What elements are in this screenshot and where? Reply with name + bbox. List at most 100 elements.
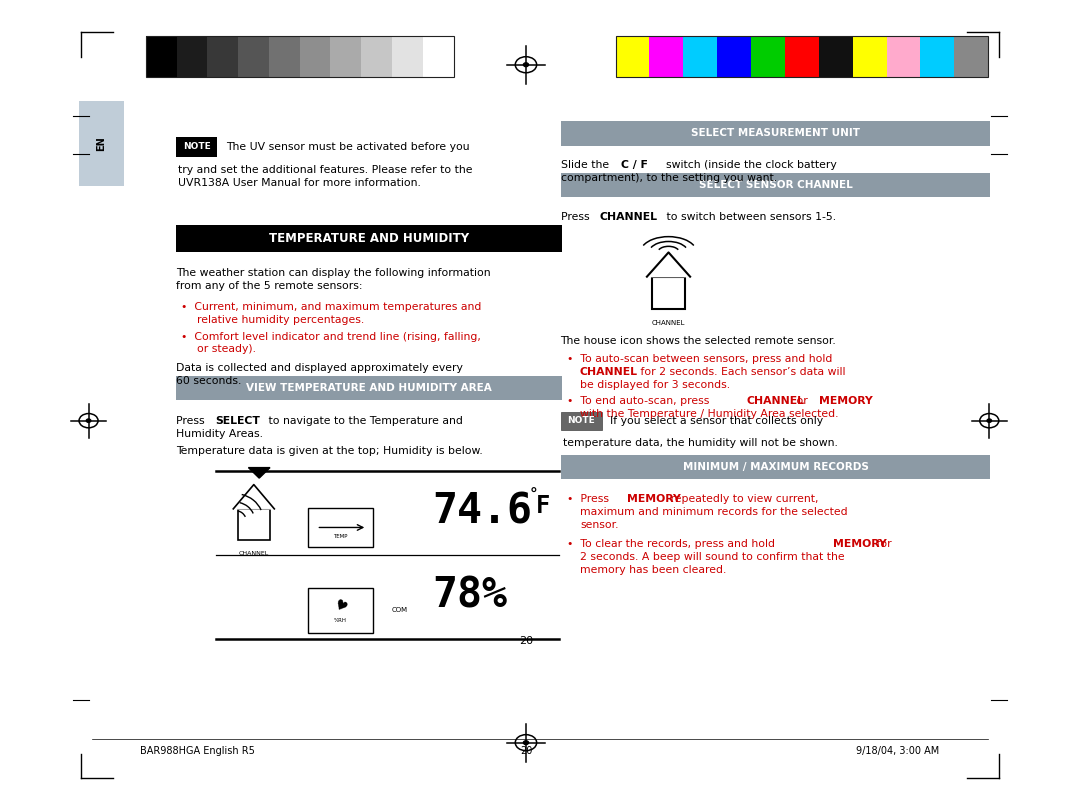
Bar <box>330 36 362 77</box>
Text: MINIMUM / MAXIMUM RECORDS: MINIMUM / MAXIMUM RECORDS <box>683 462 868 472</box>
Polygon shape <box>647 252 690 277</box>
Text: 60 seconds.: 60 seconds. <box>176 376 242 386</box>
Bar <box>308 588 373 633</box>
Bar <box>146 36 454 77</box>
Bar <box>561 455 990 479</box>
Text: %RH: %RH <box>334 618 347 623</box>
Text: Press: Press <box>561 212 593 222</box>
Bar <box>561 173 990 197</box>
Text: NOTE: NOTE <box>183 142 211 151</box>
Text: for: for <box>873 539 891 549</box>
Text: •  Current, minimum, and maximum temperatures and: • Current, minimum, and maximum temperat… <box>181 303 482 312</box>
Bar <box>751 36 785 77</box>
Text: relative humidity percentages.: relative humidity percentages. <box>197 316 364 325</box>
Text: Data is collected and displayed approximately every: Data is collected and displayed approxim… <box>176 363 463 373</box>
Text: The house icon shows the selected remote sensor.: The house icon shows the selected remote… <box>561 337 836 346</box>
Text: •  To auto-scan between sensors, press and hold: • To auto-scan between sensors, press an… <box>567 354 833 364</box>
Text: compartment), to the setting you want.: compartment), to the setting you want. <box>561 173 777 183</box>
Text: TEMPERATURE AND HUMIDITY: TEMPERATURE AND HUMIDITY <box>269 232 469 245</box>
Text: VIEW TEMPERATURE AND HUMIDITY AREA: VIEW TEMPERATURE AND HUMIDITY AREA <box>246 383 491 393</box>
Bar <box>176 376 562 400</box>
Text: SELECT: SELECT <box>215 416 260 426</box>
Bar <box>362 36 392 77</box>
Bar <box>207 36 239 77</box>
Text: BAR988HGA English R5: BAR988HGA English R5 <box>140 746 255 756</box>
Text: maximum and minimum records for the selected: maximum and minimum records for the sele… <box>580 507 848 517</box>
Text: Humidity Areas.: Humidity Areas. <box>176 429 264 438</box>
Bar <box>955 36 988 77</box>
Bar <box>269 36 300 77</box>
Text: CHANNEL: CHANNEL <box>651 320 686 326</box>
Circle shape <box>987 419 991 422</box>
Bar <box>652 277 685 309</box>
Text: CHANNEL: CHANNEL <box>746 396 805 406</box>
Text: SELECT MEASUREMENT UNIT: SELECT MEASUREMENT UNIT <box>691 129 860 138</box>
Text: NOTE: NOTE <box>567 416 595 426</box>
Text: temperature data, the humidity will not be shown.: temperature data, the humidity will not … <box>563 438 838 447</box>
Bar <box>177 36 207 77</box>
Bar <box>853 36 887 77</box>
Bar <box>920 36 955 77</box>
Bar <box>819 36 853 77</box>
Text: Press: Press <box>176 416 208 426</box>
Text: If you select a sensor that collects only: If you select a sensor that collects onl… <box>610 416 823 426</box>
Text: Temperature data is given at the top; Humidity is below.: Temperature data is given at the top; Hu… <box>176 447 483 456</box>
Text: The weather station can display the following information: The weather station can display the foll… <box>176 269 490 278</box>
Bar <box>616 36 649 77</box>
Text: 20: 20 <box>518 636 534 646</box>
Text: 74.6: 74.6 <box>432 490 532 532</box>
Text: •  Comfort level indicator and trend line (rising, falling,: • Comfort level indicator and trend line… <box>181 332 482 341</box>
Circle shape <box>524 741 528 744</box>
Text: Slide the: Slide the <box>561 160 616 170</box>
Polygon shape <box>248 468 270 478</box>
Text: CHANNEL: CHANNEL <box>580 367 638 377</box>
Text: 9/18/04, 3:00 AM: 9/18/04, 3:00 AM <box>856 746 940 756</box>
Text: COM: COM <box>392 608 408 613</box>
Text: •  To clear the records, press and hold: • To clear the records, press and hold <box>567 539 779 549</box>
Bar <box>300 36 330 77</box>
Bar <box>308 508 373 547</box>
Text: try and set the additional features. Please refer to the: try and set the additional features. Ple… <box>178 165 473 175</box>
Text: or steady).: or steady). <box>197 345 256 354</box>
Text: CHANNEL: CHANNEL <box>599 212 658 222</box>
Polygon shape <box>233 485 274 509</box>
Text: to navigate to the Temperature and: to navigate to the Temperature and <box>265 416 462 426</box>
Text: MEMORY: MEMORY <box>833 539 887 549</box>
Bar <box>561 121 990 146</box>
Text: ♥: ♥ <box>332 598 349 616</box>
Text: CHANNEL: CHANNEL <box>239 551 269 556</box>
Bar <box>392 36 422 77</box>
Text: for 2 seconds. Each sensor’s data will: for 2 seconds. Each sensor’s data will <box>637 367 846 377</box>
Bar <box>785 36 819 77</box>
Text: EN: EN <box>96 137 107 151</box>
Text: be displayed for 3 seconds.: be displayed for 3 seconds. <box>580 380 730 390</box>
Circle shape <box>86 419 91 422</box>
Bar <box>649 36 684 77</box>
Text: MEMORY: MEMORY <box>820 396 873 406</box>
Text: MEMORY: MEMORY <box>626 494 680 504</box>
Text: °: ° <box>529 488 537 502</box>
Circle shape <box>524 63 528 66</box>
Text: 20: 20 <box>519 746 532 756</box>
Text: •  Press: • Press <box>567 494 612 504</box>
Text: memory has been cleared.: memory has been cleared. <box>580 565 727 574</box>
Bar <box>684 36 717 77</box>
Bar <box>561 412 602 430</box>
Text: sensor.: sensor. <box>580 520 619 530</box>
Text: SELECT SENSOR CHANNEL: SELECT SENSOR CHANNEL <box>699 180 852 190</box>
Text: •  To end auto-scan, press: • To end auto-scan, press <box>567 396 713 406</box>
Text: 2 seconds. A beep will sound to confirm that the: 2 seconds. A beep will sound to confirm … <box>580 552 845 561</box>
Text: F: F <box>536 494 550 519</box>
Text: The UV sensor must be activated before you: The UV sensor must be activated before y… <box>226 142 470 152</box>
Text: to switch between sensors 1-5.: to switch between sensors 1-5. <box>663 212 836 222</box>
Text: UVR138A User Manual for more information.: UVR138A User Manual for more information… <box>178 178 421 188</box>
Text: switch (inside the clock battery: switch (inside the clock battery <box>659 160 837 170</box>
Text: 78%: 78% <box>432 574 507 616</box>
Bar <box>239 36 269 77</box>
Bar <box>176 137 217 157</box>
Text: from any of the 5 remote sensors:: from any of the 5 remote sensors: <box>176 282 363 291</box>
Bar <box>887 36 920 77</box>
Bar <box>717 36 751 77</box>
Bar <box>422 36 454 77</box>
Text: C / F: C / F <box>621 160 648 170</box>
